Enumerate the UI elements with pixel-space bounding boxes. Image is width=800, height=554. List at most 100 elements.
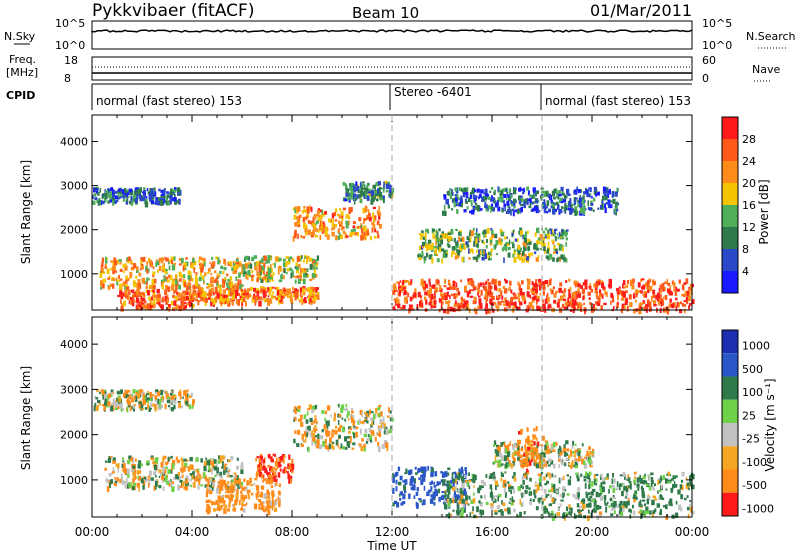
power-cell: [176, 187, 181, 193]
power-cell: [557, 298, 561, 303]
power-cell: [303, 223, 306, 229]
power-cell: [420, 233, 424, 237]
power-cell: [522, 191, 525, 195]
vel-cell: [246, 482, 250, 486]
power-cell: [503, 303, 507, 306]
vel-cell: [463, 488, 467, 492]
power-cell: [469, 194, 472, 199]
power-cell: [535, 257, 539, 262]
vel-cell: [497, 496, 500, 502]
power-cell: [371, 227, 374, 233]
vel-cell: [194, 479, 197, 482]
vel-cell: [645, 506, 649, 512]
power-cell: [129, 271, 133, 278]
power-cell: [157, 293, 161, 299]
vel-cell: [192, 471, 195, 475]
power-cell: [503, 203, 507, 207]
power-cell: [197, 290, 200, 295]
vel-cell: [465, 470, 468, 476]
vel-cell: [650, 480, 654, 484]
vel-cell: [223, 465, 226, 470]
power-cell: [197, 299, 201, 302]
vel-cell: [301, 439, 305, 442]
power-cell: [535, 244, 538, 249]
power-cell: [367, 228, 369, 232]
vel-cell: [341, 446, 345, 450]
power-cell: [353, 199, 356, 205]
vel-cell: [313, 427, 316, 432]
vel-cell: [479, 509, 482, 515]
power-cell: [513, 250, 516, 255]
power-cell: [561, 290, 564, 294]
vel-cell: [659, 479, 662, 482]
vel-cell: [626, 478, 630, 481]
power-cell: [645, 282, 648, 287]
vel-cell: [314, 417, 317, 422]
power-cell: [328, 218, 332, 223]
power-cell: [221, 293, 224, 300]
vel-cell: [388, 430, 390, 434]
power-cell: [524, 254, 527, 258]
power-cell: [657, 295, 659, 299]
vel-cell: [265, 500, 269, 504]
power-cell: [178, 292, 181, 297]
power-cell: [148, 296, 151, 301]
vel-cell: [227, 481, 230, 485]
power-cell: [648, 278, 651, 284]
vel-cell: [131, 396, 134, 402]
power-cell: [267, 267, 272, 274]
vel-cell: [305, 435, 307, 441]
vel-cell: [447, 490, 451, 495]
power-cell: [460, 187, 463, 192]
vel-cell: [161, 479, 164, 483]
vel-cell: [271, 505, 274, 511]
vel-cell: [151, 396, 153, 402]
power-cell: [596, 300, 601, 306]
power-cell: [241, 269, 243, 275]
vel-cell: [634, 476, 636, 480]
vel-cell: [584, 482, 587, 489]
vel-cell: [269, 466, 273, 472]
power-cell: [539, 247, 543, 251]
power-cell: [583, 199, 586, 203]
vel-cell: [452, 509, 455, 512]
power-cell: [192, 294, 195, 300]
vel-cell: [621, 490, 624, 497]
power-cell: [647, 301, 650, 307]
vel-cell: [447, 501, 451, 507]
vel-cell: [409, 478, 413, 482]
power-cell: [412, 294, 415, 299]
power-cell: [429, 282, 431, 287]
power-cell: [580, 285, 583, 289]
vel-cell: [360, 445, 364, 452]
power-cell: [145, 196, 148, 199]
power-cell: [513, 198, 517, 203]
power-cell: [170, 259, 174, 265]
power-cell: [202, 275, 204, 281]
power-cell: [489, 286, 492, 289]
nave-right-tick-top: 60: [702, 54, 716, 67]
power-cell: [436, 258, 440, 263]
power-cell: [537, 279, 540, 282]
velocity-data-layer: [93, 389, 695, 521]
power-cell: [308, 294, 311, 298]
power-cell: [139, 292, 143, 295]
power-cell: [600, 293, 604, 296]
power-cell: [518, 256, 523, 261]
power-cell: [508, 305, 511, 309]
vel-cell: [197, 471, 200, 476]
power-cell: [462, 298, 466, 302]
vel-cell: [240, 494, 244, 501]
vel-cell: [180, 405, 184, 409]
vel-cell: [274, 499, 278, 503]
power-cell: [669, 303, 673, 308]
power-cell: [393, 298, 396, 302]
power-cell: [200, 294, 205, 298]
vel-cell: [288, 467, 292, 470]
vel-cell: [348, 443, 351, 449]
vel-cell: [586, 474, 590, 480]
power-cell: [437, 244, 440, 250]
vel-cell: [567, 479, 572, 486]
vel-cell: [490, 487, 493, 492]
power-cell: [503, 245, 507, 251]
